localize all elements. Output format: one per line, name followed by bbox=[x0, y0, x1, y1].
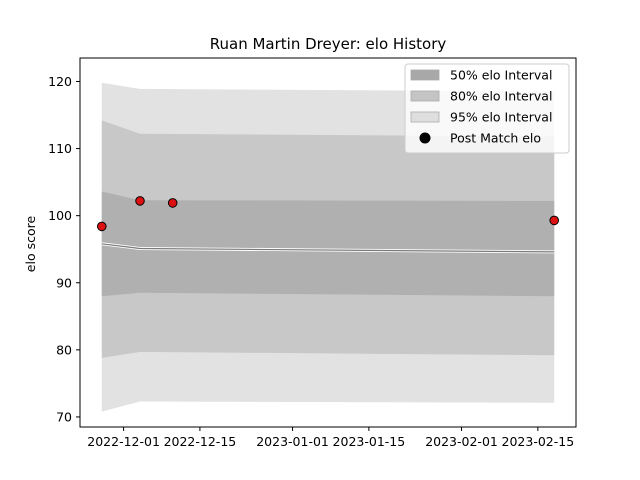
x-tick-label: 2023-02-15 bbox=[502, 434, 575, 449]
legend-label: Post Match elo bbox=[450, 131, 541, 146]
post-match-point bbox=[97, 221, 107, 232]
legend-swatch bbox=[410, 90, 440, 102]
legend-swatch bbox=[410, 69, 440, 81]
post-match-point bbox=[135, 196, 145, 206]
y-tick-label: 120 bbox=[48, 74, 72, 89]
legend-label: 80% elo Interval bbox=[450, 89, 552, 104]
x-tick-label: 2022-12-01 bbox=[87, 434, 160, 449]
mean-line bbox=[101, 243, 555, 253]
y-tick-label: 80 bbox=[56, 342, 72, 357]
plot-area: 70 80 90 100 110 120 2022-12-01 2022-12-15 2023-… bbox=[48, 57, 577, 449]
y-axis-label: elo score bbox=[23, 216, 38, 273]
x-tick-label: 2023-01-15 bbox=[333, 434, 406, 449]
legend-swatch bbox=[410, 111, 440, 123]
legend-box bbox=[404, 63, 570, 154]
legend-label: 50% elo Interval bbox=[450, 68, 552, 83]
chart-title: Ruan Martin Dreyer: elo History bbox=[210, 35, 447, 53]
y-tick-label: 110 bbox=[48, 141, 72, 156]
y-tick-label: 70 bbox=[56, 409, 72, 424]
legend-marker bbox=[419, 132, 431, 144]
legend-label: 95% elo Interval bbox=[450, 110, 552, 125]
post-match-point bbox=[549, 215, 560, 226]
y-tick-label: 100 bbox=[48, 208, 72, 223]
band-50-percent bbox=[101, 191, 555, 297]
x-tick-label: 2022-12-15 bbox=[164, 434, 237, 449]
y-tick-label: 90 bbox=[56, 275, 72, 290]
legend: 50% elo Interval 80% elo Interval 95% elo … bbox=[404, 63, 570, 154]
post-match-point bbox=[167, 198, 178, 208]
axes-frame bbox=[79, 57, 577, 428]
x-tick-label: 2023-01-01 bbox=[256, 434, 329, 449]
x-tick-label: 2023-02-01 bbox=[425, 434, 498, 449]
